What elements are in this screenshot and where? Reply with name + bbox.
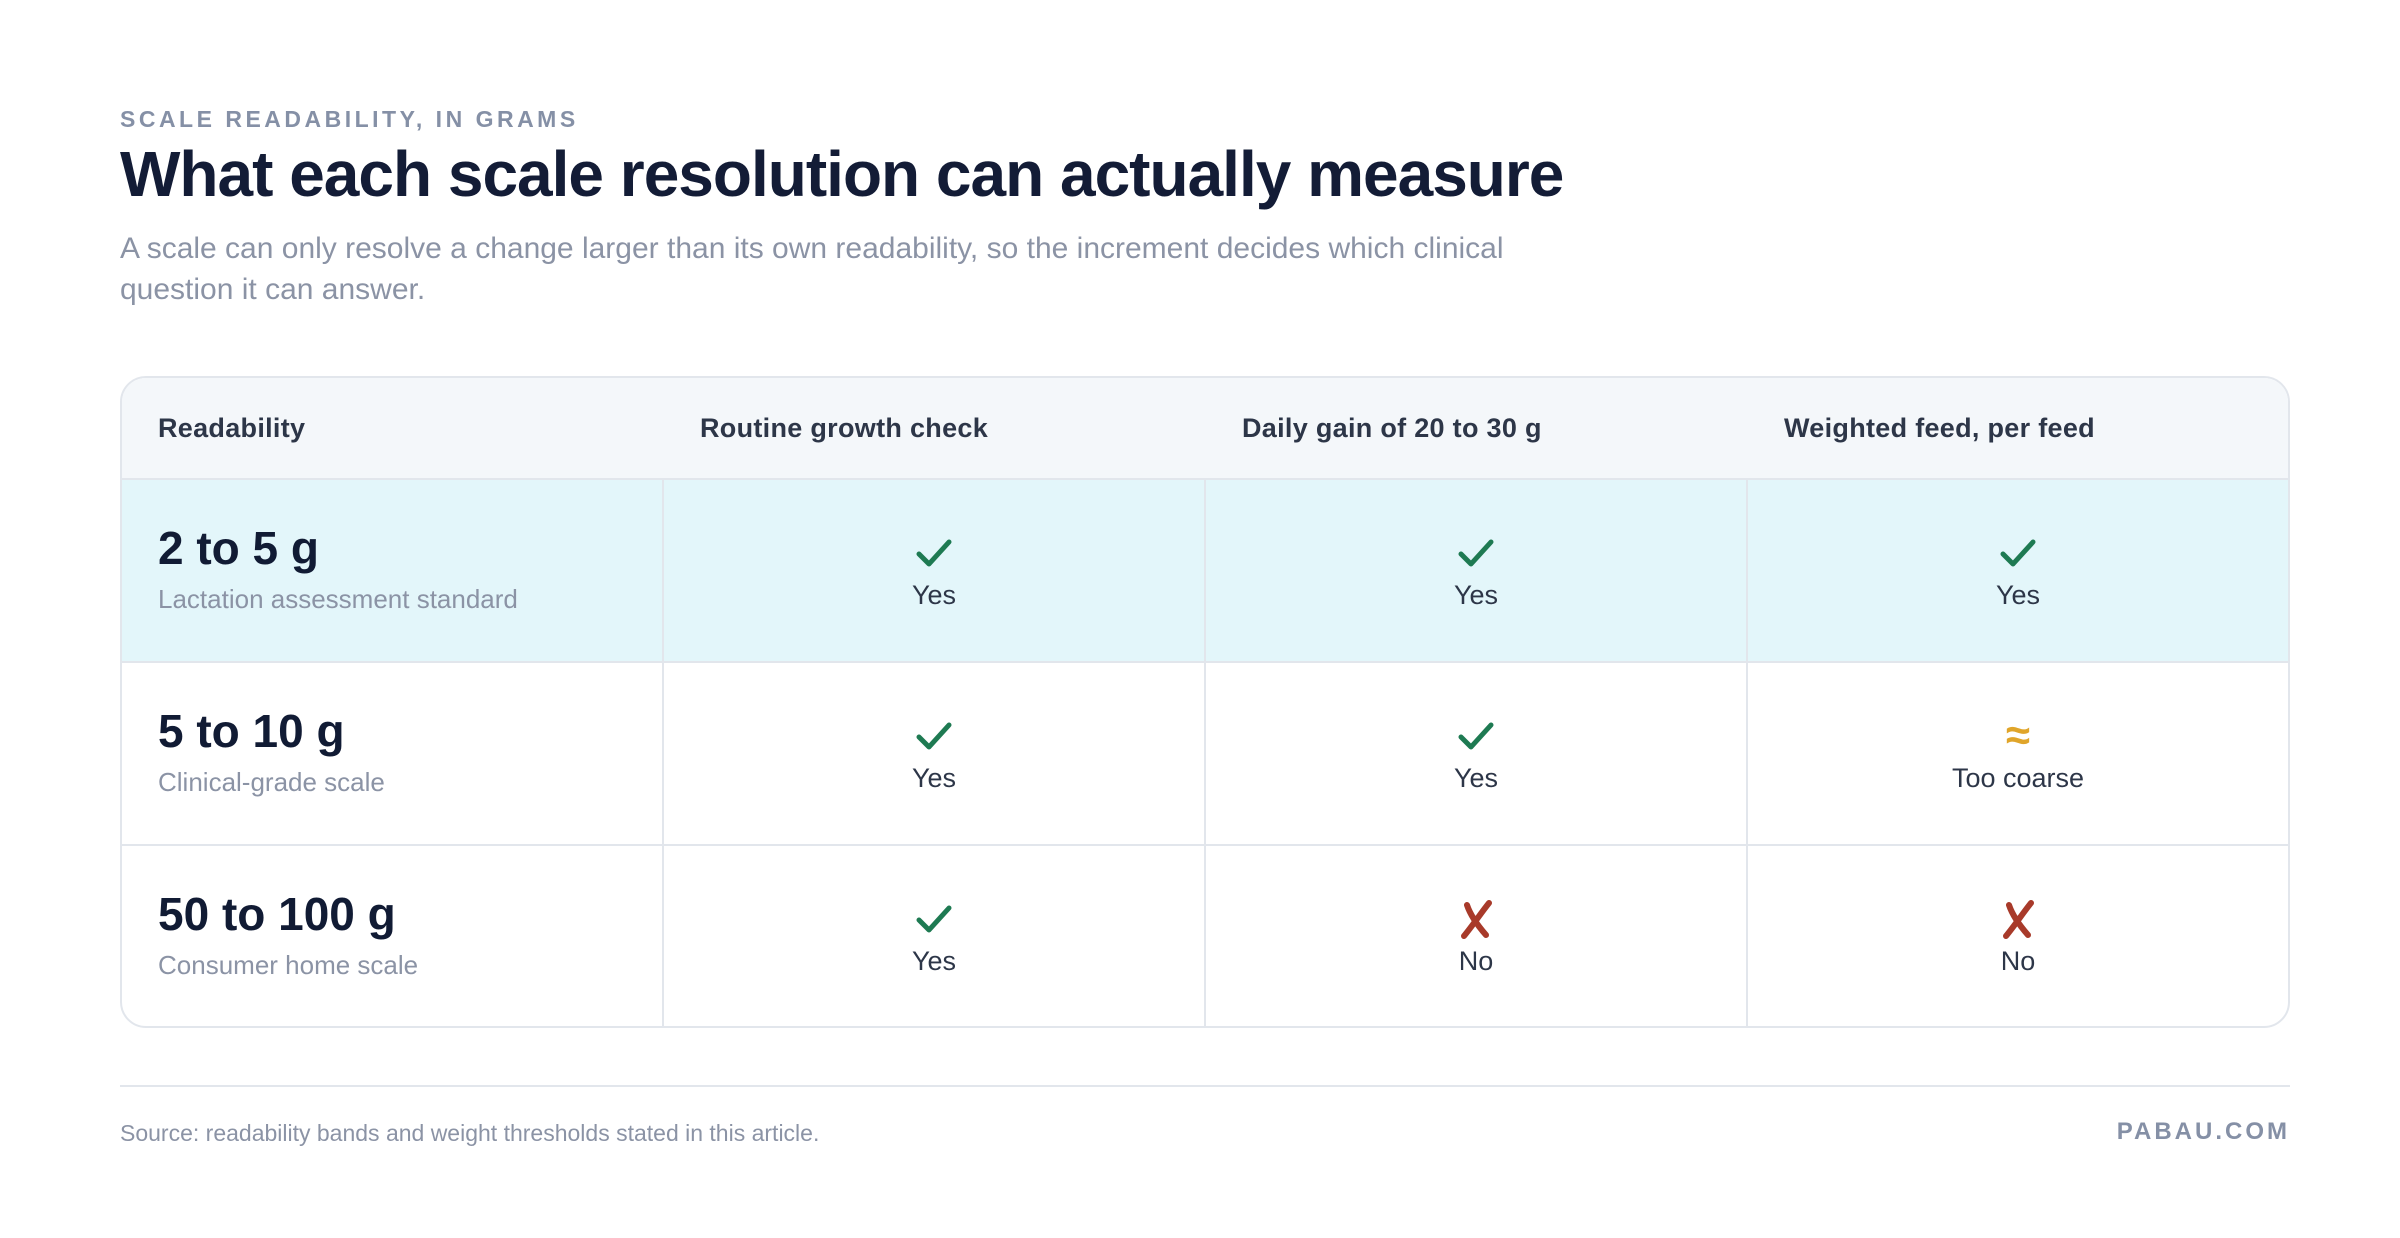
status-label: Yes	[911, 946, 957, 976]
source-note: Source: readability bands and weight thr…	[120, 1120, 820, 1146]
status-cell: No	[1748, 846, 2288, 1026]
check-icon	[904, 713, 964, 759]
eyebrow-label: SCALE READABILITY, IN GRAMS	[120, 106, 579, 132]
readability-range: 50 to 100 g	[158, 888, 396, 940]
status-label: Yes	[911, 763, 957, 793]
page-title: What each scale resolution can actually …	[120, 138, 1564, 210]
readability-cell: 2 to 5 g Lactation assessment standard	[122, 480, 664, 661]
status-label: Yes	[911, 580, 957, 610]
readability-table: Readability Routine growth check Daily g…	[120, 376, 2290, 1028]
column-header-readability: Readability	[158, 412, 306, 443]
cross-icon	[1446, 896, 1506, 942]
table-row: 2 to 5 g Lactation assessment standard Y…	[122, 480, 2288, 663]
status-label: Yes	[1453, 763, 1499, 793]
check-icon	[904, 896, 964, 942]
approx-icon: ≈	[2005, 711, 2031, 760]
status-cell: Yes	[664, 663, 1206, 844]
status-cell: Yes	[664, 480, 1206, 661]
status-cell: Yes	[1206, 480, 1748, 661]
readability-note: Lactation assessment standard	[158, 584, 518, 614]
check-icon	[1446, 713, 1506, 759]
readability-note: Consumer home scale	[158, 950, 419, 980]
readability-range: 5 to 10 g	[158, 705, 345, 757]
brand-label: PABAU.COM	[2116, 1118, 2290, 1145]
check-icon	[1446, 530, 1506, 576]
column-header-routine-growth: Routine growth check	[700, 412, 989, 443]
check-icon	[904, 530, 964, 576]
status-label: Yes	[1453, 580, 1499, 610]
check-icon	[1988, 530, 2048, 576]
column-header-weighted-feed: Weighted feed, per feed	[1784, 412, 2095, 443]
readability-note: Clinical-grade scale	[158, 767, 385, 797]
readability-cell: 50 to 100 g Consumer home scale	[122, 846, 664, 1026]
status-cell: No	[1206, 846, 1748, 1026]
status-label: Yes	[1995, 580, 2041, 610]
table-header-row: Readability Routine growth check Daily g…	[122, 378, 2288, 480]
footer-divider	[120, 1085, 2290, 1087]
status-cell: ≈ Too coarse	[1748, 663, 2288, 844]
status-label: Too coarse	[1951, 763, 2085, 793]
cross-icon	[1988, 896, 2048, 942]
status-cell: Yes	[1206, 663, 1748, 844]
table-row: 5 to 10 g Clinical-grade scale Yes Yes ≈…	[122, 663, 2288, 846]
status-label: No	[1458, 946, 1494, 976]
status-cell: Yes	[1748, 480, 2288, 661]
readability-range: 2 to 5 g	[158, 522, 320, 574]
page-subtitle: A scale can only resolve a change larger…	[120, 232, 1504, 306]
readability-cell: 5 to 10 g Clinical-grade scale	[122, 663, 664, 844]
status-label: No	[2000, 946, 2036, 976]
status-cell: Yes	[664, 846, 1206, 1026]
table-row: 50 to 100 g Consumer home scale Yes No N…	[122, 846, 2288, 1026]
column-header-daily-gain: Daily gain of 20 to 30 g	[1242, 412, 1542, 443]
